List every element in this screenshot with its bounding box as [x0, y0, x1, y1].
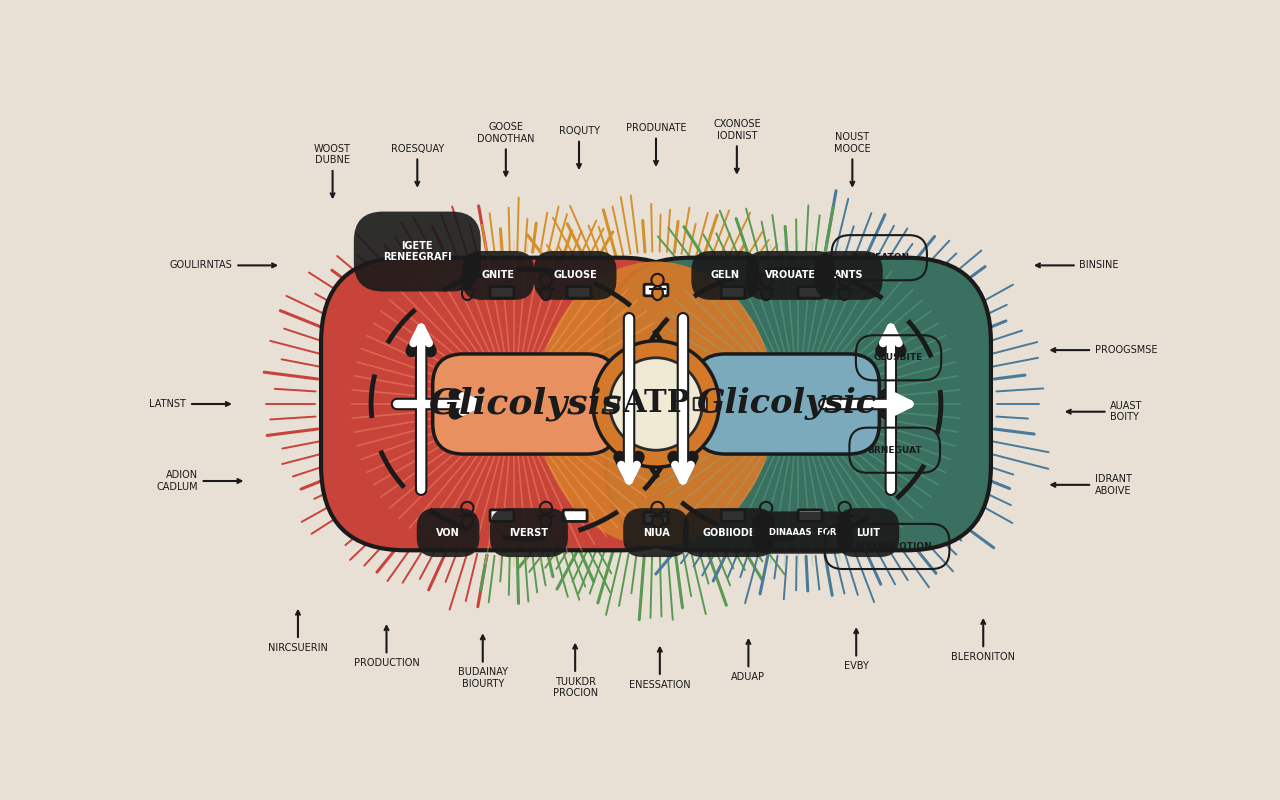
Text: GELN: GELN — [710, 270, 740, 281]
Text: LATNST: LATNST — [150, 399, 229, 409]
Circle shape — [652, 274, 664, 286]
Circle shape — [461, 502, 474, 514]
Text: DINAAAS  FOR: DINAAAS FOR — [768, 528, 836, 537]
Text: ADION
CADLUM: ADION CADLUM — [156, 470, 241, 492]
Text: IVERST: IVERST — [509, 527, 548, 538]
Text: ADUAP: ADUAP — [731, 640, 765, 682]
Text: ANTS: ANTS — [833, 270, 863, 281]
Circle shape — [760, 502, 772, 514]
FancyBboxPatch shape — [490, 510, 515, 522]
FancyBboxPatch shape — [321, 258, 707, 550]
Circle shape — [461, 274, 474, 286]
FancyBboxPatch shape — [644, 512, 668, 524]
Text: ROQUTY: ROQUTY — [558, 126, 599, 168]
Circle shape — [652, 502, 664, 514]
Text: GOOSE
DONOTHAN: GOOSE DONOTHAN — [477, 122, 535, 175]
FancyBboxPatch shape — [605, 398, 618, 410]
FancyBboxPatch shape — [563, 510, 588, 522]
Circle shape — [838, 502, 851, 514]
Text: VON: VON — [436, 527, 460, 538]
Ellipse shape — [540, 514, 552, 528]
Circle shape — [593, 341, 719, 467]
Text: BEMYYROCOTION: BEMYYROCOTION — [842, 542, 932, 551]
Text: PROOGSMSE: PROOGSMSE — [1051, 345, 1157, 355]
Ellipse shape — [840, 514, 850, 528]
FancyBboxPatch shape — [567, 286, 591, 298]
Ellipse shape — [760, 286, 772, 300]
Text: Glicolysis: Glicolysis — [429, 386, 622, 422]
Ellipse shape — [840, 286, 850, 300]
Text: IDRANT
ABOIVE: IDRANT ABOIVE — [1051, 474, 1132, 496]
Ellipse shape — [462, 514, 472, 528]
Text: BUDAINAY
BIOURTY: BUDAINAY BIOURTY — [458, 635, 508, 689]
Text: Glicolysic: Glicolysic — [696, 387, 877, 421]
Text: AUAST
BOITY: AUAST BOITY — [1068, 401, 1143, 422]
Text: GLUSBITE: GLUSBITE — [874, 354, 923, 362]
Text: EVBY: EVBY — [844, 630, 869, 671]
Text: POIUEATON: POIUEATON — [850, 253, 909, 262]
Circle shape — [609, 358, 703, 450]
Text: VROUATE: VROUATE — [765, 270, 817, 281]
Text: GOULIRNTAS: GOULIRNTAS — [170, 261, 276, 270]
Text: NIRCSUERIN: NIRCSUERIN — [268, 611, 328, 653]
FancyBboxPatch shape — [721, 510, 745, 522]
Text: IGETE
RENEEGRAFI: IGETE RENEEGRAFI — [383, 241, 452, 262]
Text: ROESQUAY: ROESQUAY — [390, 144, 444, 186]
Text: GOBIIODE: GOBIIODE — [703, 527, 756, 538]
Text: PRODUCTION: PRODUCTION — [353, 626, 420, 668]
Text: GNITE: GNITE — [481, 270, 515, 281]
FancyBboxPatch shape — [644, 284, 668, 296]
Text: BLERONITON: BLERONITON — [951, 620, 1015, 662]
Ellipse shape — [462, 286, 472, 300]
Ellipse shape — [652, 514, 663, 528]
FancyBboxPatch shape — [721, 286, 745, 298]
Ellipse shape — [536, 262, 776, 546]
Ellipse shape — [760, 514, 772, 528]
Text: BINSINE: BINSINE — [1036, 261, 1119, 270]
Text: BRNEGUAT: BRNEGUAT — [868, 446, 922, 454]
FancyBboxPatch shape — [797, 510, 822, 522]
Text: CXONOSE
IODNIST: CXONOSE IODNIST — [713, 119, 760, 173]
FancyBboxPatch shape — [490, 286, 515, 298]
Text: WOOST
DUBNE: WOOST DUBNE — [314, 144, 351, 197]
Circle shape — [760, 274, 772, 286]
FancyBboxPatch shape — [694, 398, 707, 410]
Text: TUUKDR
PROCION: TUUKDR PROCION — [553, 645, 598, 698]
Text: NOUST
MOOCE: NOUST MOOCE — [835, 132, 870, 186]
FancyBboxPatch shape — [797, 286, 822, 298]
Text: NIUA: NIUA — [643, 527, 669, 538]
Ellipse shape — [540, 286, 552, 300]
Text: PRODUNATE: PRODUNATE — [626, 123, 686, 165]
Circle shape — [540, 274, 552, 286]
Text: ENESSATION: ENESSATION — [628, 648, 691, 690]
Text: ATP: ATP — [622, 389, 690, 419]
Circle shape — [540, 502, 552, 514]
Ellipse shape — [652, 286, 663, 300]
Circle shape — [838, 274, 851, 286]
Text: LUIT: LUIT — [856, 527, 879, 538]
Text: GLUOSE: GLUOSE — [553, 270, 596, 281]
FancyBboxPatch shape — [605, 258, 991, 550]
FancyBboxPatch shape — [695, 354, 879, 454]
FancyBboxPatch shape — [433, 354, 617, 454]
